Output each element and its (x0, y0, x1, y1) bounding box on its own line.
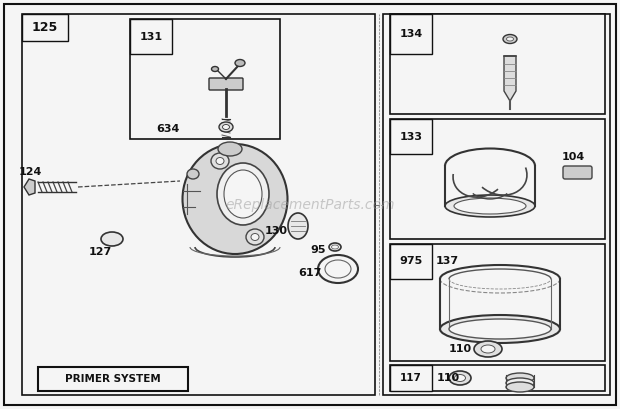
Text: 110: 110 (448, 344, 472, 354)
Ellipse shape (481, 345, 495, 353)
Ellipse shape (187, 169, 199, 179)
Bar (38, 367, 188, 391)
Ellipse shape (474, 341, 502, 357)
Bar (22, 14, 375, 395)
Text: 634: 634 (156, 124, 180, 134)
Bar (390, 365, 605, 391)
Text: 617: 617 (298, 268, 322, 278)
Bar (390, 244, 432, 279)
Ellipse shape (288, 213, 308, 239)
Text: 125: 125 (32, 21, 58, 34)
Ellipse shape (211, 153, 229, 169)
Ellipse shape (246, 229, 264, 245)
Ellipse shape (101, 232, 123, 246)
Bar (383, 14, 610, 395)
Text: 137: 137 (435, 256, 459, 266)
Ellipse shape (218, 142, 242, 156)
Ellipse shape (211, 67, 218, 72)
Ellipse shape (454, 375, 466, 382)
Bar (390, 14, 605, 114)
Ellipse shape (332, 245, 339, 249)
Text: 117: 117 (400, 373, 422, 383)
Bar (130, 19, 280, 139)
Text: 110: 110 (436, 373, 459, 383)
Ellipse shape (506, 373, 534, 383)
Text: 134: 134 (399, 29, 423, 39)
Bar (390, 14, 432, 54)
Ellipse shape (449, 371, 471, 385)
Bar (390, 119, 432, 154)
Ellipse shape (506, 382, 534, 392)
Bar (22, 14, 68, 41)
Ellipse shape (251, 234, 259, 240)
FancyBboxPatch shape (209, 78, 243, 90)
Ellipse shape (318, 255, 358, 283)
Text: PRIMER SYSTEM: PRIMER SYSTEM (65, 374, 161, 384)
Text: 975: 975 (399, 256, 423, 267)
Ellipse shape (329, 243, 341, 251)
Text: 131: 131 (140, 31, 162, 41)
Ellipse shape (445, 195, 535, 217)
Ellipse shape (449, 319, 551, 339)
Ellipse shape (325, 260, 351, 278)
FancyBboxPatch shape (563, 166, 592, 179)
Ellipse shape (216, 157, 224, 164)
Text: 124: 124 (19, 167, 42, 177)
Text: 127: 127 (89, 247, 112, 257)
Bar (390, 365, 432, 391)
Ellipse shape (217, 163, 269, 225)
Bar (390, 244, 605, 361)
Bar (130, 19, 172, 54)
Text: 95: 95 (310, 245, 326, 255)
Ellipse shape (224, 170, 262, 218)
Polygon shape (24, 179, 35, 195)
Text: 104: 104 (561, 152, 585, 162)
Ellipse shape (223, 124, 229, 130)
Ellipse shape (182, 144, 288, 254)
Text: 133: 133 (399, 132, 422, 142)
Text: eReplacementParts.com: eReplacementParts.com (225, 198, 395, 212)
Ellipse shape (440, 315, 560, 343)
Ellipse shape (219, 122, 233, 132)
Text: 130: 130 (265, 226, 288, 236)
Ellipse shape (235, 59, 245, 67)
Ellipse shape (507, 37, 513, 41)
Bar (390, 119, 605, 239)
Ellipse shape (503, 34, 517, 43)
Polygon shape (504, 56, 516, 101)
Ellipse shape (506, 378, 534, 388)
Ellipse shape (454, 198, 526, 214)
